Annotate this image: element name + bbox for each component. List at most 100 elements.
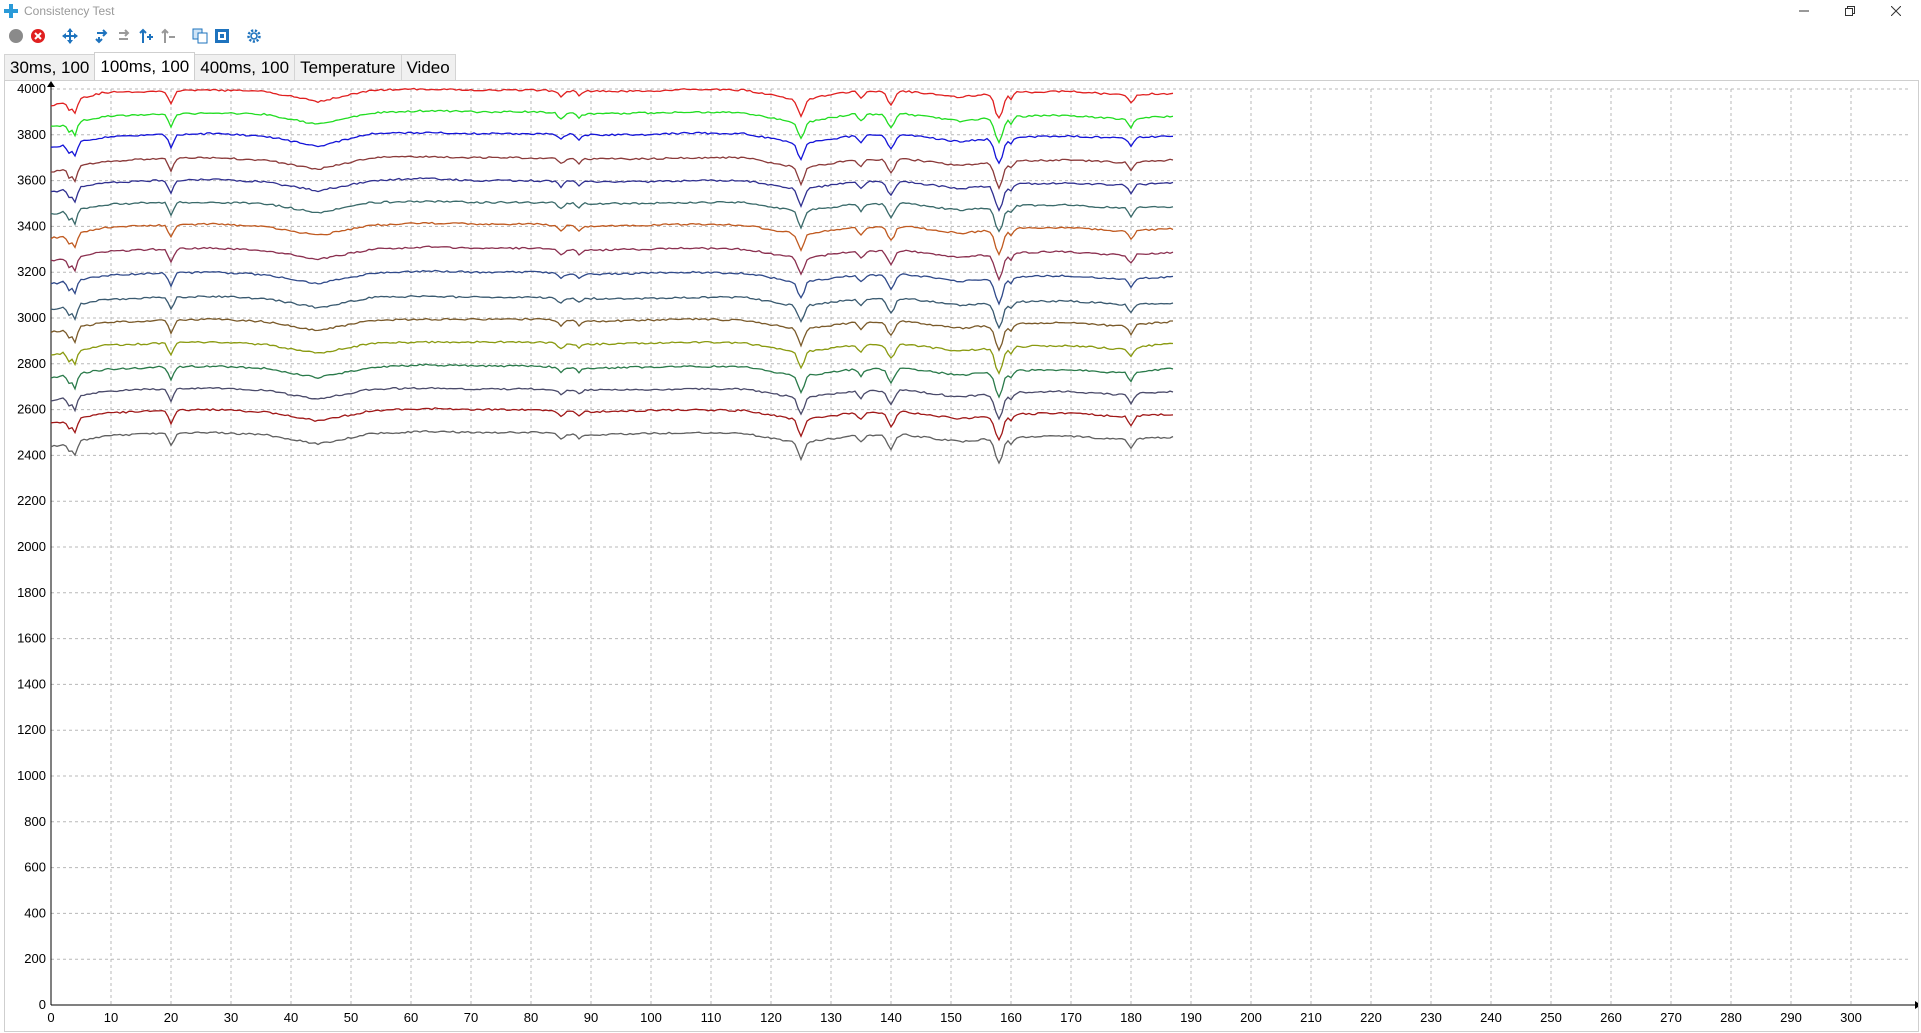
x-tick-label: 200 (1240, 1010, 1262, 1025)
record-button[interactable] (6, 26, 26, 46)
x-tick-label: 160 (1000, 1010, 1022, 1025)
copy-button[interactable] (190, 26, 210, 46)
series-line (50, 177, 1174, 212)
series-line (50, 386, 1174, 421)
series-line (51, 155, 1174, 191)
y-tick-label: 3200 (17, 264, 46, 279)
x-tick-label: 0 (47, 1010, 54, 1025)
title-bar: Consistency Test (0, 0, 1921, 22)
gray-circle-icon (9, 29, 23, 43)
tab-video[interactable]: Video (400, 54, 456, 81)
restore-button[interactable] (1827, 0, 1873, 22)
gear-icon (247, 29, 261, 43)
series-line (50, 363, 1174, 399)
x-tick-label: 180 (1120, 1010, 1142, 1025)
y-tick-label: 3600 (17, 173, 46, 188)
x-tick-label: 50 (344, 1010, 358, 1025)
x-tick-label: 90 (584, 1010, 598, 1025)
y-tick-label: 1600 (17, 631, 46, 646)
x-tick-label: 120 (760, 1010, 782, 1025)
series-line (50, 340, 1174, 376)
y-tick-label: 1200 (17, 722, 46, 737)
series-line (50, 430, 1174, 465)
turn-arrow-gray-icon (119, 29, 130, 40)
x-tick-label: 290 (1780, 1010, 1802, 1025)
up-arrow-icon (139, 28, 153, 43)
step-forward-button[interactable] (92, 26, 112, 46)
x-tick-label: 100 (640, 1010, 662, 1025)
window-title: Consistency Test (24, 4, 115, 18)
series-line (50, 245, 1174, 282)
y-tick-label: 0 (39, 997, 46, 1012)
x-tick-label: 130 (820, 1010, 842, 1025)
step-up-disabled-button[interactable] (158, 26, 178, 46)
y-tick-label: 4000 (17, 81, 46, 96)
y-tick-label: 2000 (17, 539, 46, 554)
y-tick-label: 1400 (17, 676, 46, 691)
y-axis-arrow-icon (47, 81, 55, 87)
x-tick-label: 70 (464, 1010, 478, 1025)
y-tick-label: 2200 (17, 493, 46, 508)
y-tick-label: 3400 (17, 218, 46, 233)
series-line (50, 200, 1174, 233)
step-up-button[interactable] (136, 26, 156, 46)
x-tick-label: 30 (224, 1010, 238, 1025)
series-line (50, 131, 1174, 165)
close-button[interactable] (1873, 0, 1919, 22)
tab-100ms[interactable]: 100ms, 100 (94, 52, 196, 82)
x-tick-label: 80 (524, 1010, 538, 1025)
y-tick-label: 3800 (17, 127, 46, 142)
y-tick-label: 600 (24, 860, 46, 875)
tab-strip: 30ms, 100 100ms, 100 400ms, 100 Temperat… (4, 52, 456, 82)
y-tick-label: 2800 (17, 356, 46, 371)
red-x-circle-icon (31, 29, 45, 43)
x-tick-label: 220 (1360, 1010, 1382, 1025)
x-tick-label: 300 (1840, 1010, 1862, 1025)
series-line (50, 87, 1174, 120)
y-tick-label: 2600 (17, 402, 46, 417)
move-button[interactable] (60, 26, 80, 46)
series-line (50, 109, 1174, 145)
restore-icon (1845, 6, 1855, 16)
y-tick-label: 200 (24, 951, 46, 966)
tab-400ms[interactable]: 400ms, 100 (194, 54, 296, 81)
series-line (50, 295, 1174, 330)
y-tick-label: 1800 (17, 585, 46, 600)
x-tick-label: 210 (1300, 1010, 1322, 1025)
turn-arrow-icon (95, 29, 108, 44)
toolbar (0, 25, 1921, 49)
tab-temperature[interactable]: Temperature (294, 54, 402, 81)
up-arrow-gray-icon (161, 28, 175, 43)
x-tick-label: 230 (1420, 1010, 1442, 1025)
export-icon (215, 29, 229, 43)
close-icon (1891, 6, 1901, 16)
x-tick-label: 270 (1660, 1010, 1682, 1025)
x-axis-arrow-icon (1915, 1001, 1918, 1009)
series-line (50, 269, 1174, 306)
x-tick-label: 110 (701, 1010, 722, 1025)
y-tick-label: 1000 (17, 768, 46, 783)
step-forward-disabled-button[interactable] (114, 26, 134, 46)
app-icon (3, 3, 19, 19)
series-line (50, 317, 1173, 352)
x-tick-label: 40 (284, 1010, 298, 1025)
copy-icon (192, 28, 208, 44)
settings-button[interactable] (244, 26, 264, 46)
line-chart[interactable]: 0 10 20 30 40 50 60 70 80 90 100 110 120 130 140 150 160… (5, 81, 1918, 1031)
x-tick-label: 170 (1060, 1010, 1082, 1025)
x-tick-label: 140 (880, 1010, 902, 1025)
move-arrows-icon (62, 28, 78, 44)
export-button[interactable] (212, 26, 232, 46)
stop-button[interactable] (28, 26, 48, 46)
chart-panel[interactable]: 0 10 20 30 40 50 60 70 80 90 100 110 120 130 140 150 160… (4, 80, 1919, 1032)
tab-30ms[interactable]: 30ms, 100 (4, 54, 96, 81)
x-tick-label: 10 (104, 1010, 118, 1025)
series-line (50, 407, 1174, 442)
x-tick-label: 240 (1480, 1010, 1502, 1025)
y-tick-label: 3000 (17, 310, 46, 325)
x-tick-label: 150 (940, 1010, 962, 1025)
minimize-button[interactable] (1781, 0, 1827, 22)
x-tick-label: 250 (1540, 1010, 1562, 1025)
x-tick-label: 280 (1720, 1010, 1742, 1025)
